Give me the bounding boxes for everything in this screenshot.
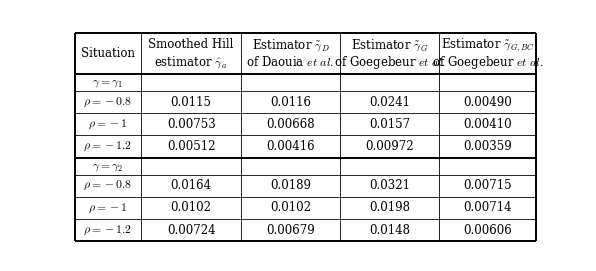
Text: 0.0164: 0.0164 — [170, 179, 212, 192]
Text: 0.0148: 0.0148 — [370, 224, 410, 237]
Text: 0.00410: 0.00410 — [464, 118, 512, 131]
Text: Estimator $\tilde{\gamma}_D$: Estimator $\tilde{\gamma}_D$ — [252, 37, 329, 53]
Text: of Daouia $\mathit{et\ al.}$: of Daouia $\mathit{et\ al.}$ — [247, 55, 334, 69]
Text: 0.0189: 0.0189 — [270, 179, 311, 192]
Text: 0.0102: 0.0102 — [170, 201, 212, 214]
Text: $\rho = -0.8$: $\rho = -0.8$ — [83, 179, 133, 192]
Text: 0.00490: 0.00490 — [464, 96, 513, 109]
Text: 0.0198: 0.0198 — [370, 201, 410, 214]
Text: $\gamma = \gamma_2$: $\gamma = \gamma_2$ — [92, 160, 123, 173]
Text: 0.0157: 0.0157 — [369, 118, 410, 131]
Text: $\gamma = \gamma_1$: $\gamma = \gamma_1$ — [92, 76, 123, 89]
Text: estimator $\hat{\gamma}_a$: estimator $\hat{\gamma}_a$ — [154, 54, 228, 70]
Text: 0.00714: 0.00714 — [464, 201, 512, 214]
Text: Smoothed Hill: Smoothed Hill — [148, 38, 234, 51]
Text: Situation: Situation — [81, 47, 135, 60]
Text: 0.00972: 0.00972 — [365, 140, 414, 153]
Text: Estimator $\tilde{\gamma}_{G,BC}$: Estimator $\tilde{\gamma}_{G,BC}$ — [441, 36, 535, 54]
Text: $\rho = -1.2$: $\rho = -1.2$ — [83, 224, 132, 237]
Text: 0.0115: 0.0115 — [170, 96, 212, 109]
Text: 0.00416: 0.00416 — [266, 140, 315, 153]
Text: 0.00512: 0.00512 — [167, 140, 215, 153]
Text: $\rho = -1$: $\rho = -1$ — [88, 201, 128, 215]
Text: 0.0102: 0.0102 — [270, 201, 311, 214]
Text: 0.00359: 0.00359 — [464, 140, 513, 153]
Text: of Goegebeur $\mathit{et\ al.}$: of Goegebeur $\mathit{et\ al.}$ — [334, 54, 446, 71]
Text: 0.00679: 0.00679 — [266, 224, 315, 237]
Text: 0.0116: 0.0116 — [270, 96, 311, 109]
Text: 0.0321: 0.0321 — [370, 179, 410, 192]
Text: 0.00715: 0.00715 — [464, 179, 512, 192]
Text: 0.0241: 0.0241 — [370, 96, 410, 109]
Text: 0.00753: 0.00753 — [167, 118, 216, 131]
Text: $\rho = -1.2$: $\rho = -1.2$ — [83, 140, 132, 153]
Text: 0.00606: 0.00606 — [464, 224, 513, 237]
Text: 0.00724: 0.00724 — [167, 224, 215, 237]
Text: 0.00668: 0.00668 — [266, 118, 315, 131]
Text: $\rho = -0.8$: $\rho = -0.8$ — [83, 96, 133, 109]
Text: of Goegebeur $\mathit{et\ al.}$: of Goegebeur $\mathit{et\ al.}$ — [432, 54, 544, 71]
Text: Estimator $\tilde{\gamma}_G$: Estimator $\tilde{\gamma}_G$ — [351, 37, 429, 53]
Text: $\rho = -1$: $\rho = -1$ — [88, 118, 128, 131]
